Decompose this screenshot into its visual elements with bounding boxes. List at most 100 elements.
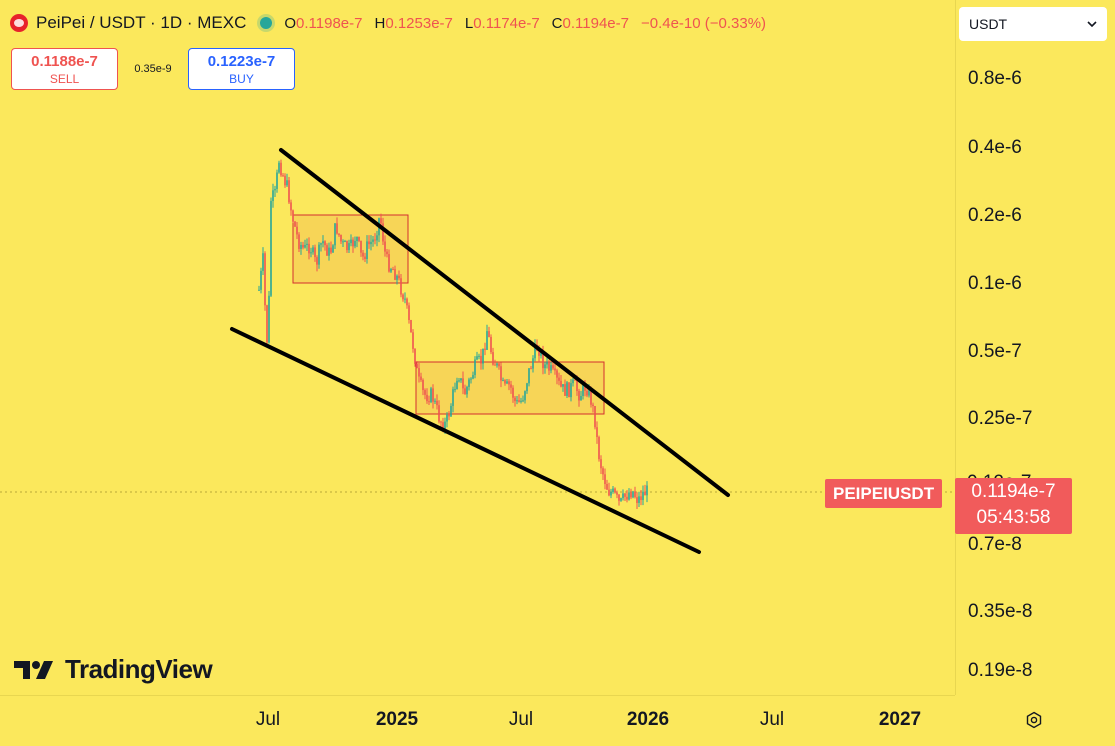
candle-body bbox=[440, 421, 442, 423]
candle-body bbox=[258, 289, 260, 291]
price-tick: 0.19e-8 bbox=[968, 660, 1033, 681]
candle-body bbox=[496, 363, 498, 366]
candle-body bbox=[270, 200, 272, 296]
candle-body bbox=[312, 247, 314, 253]
chart-area[interactable] bbox=[0, 0, 955, 695]
candle-body bbox=[570, 383, 572, 398]
candle-body bbox=[500, 366, 502, 381]
candle-body bbox=[308, 243, 310, 254]
candle-body bbox=[294, 221, 296, 227]
candle-body bbox=[320, 243, 322, 245]
tradingview-logo[interactable]: TradingView bbox=[14, 654, 213, 685]
candle-body bbox=[478, 355, 480, 357]
candle-body bbox=[580, 395, 582, 401]
candle-body bbox=[326, 245, 328, 256]
candle-body bbox=[462, 378, 464, 389]
candle-body bbox=[524, 391, 526, 401]
candle-body bbox=[466, 386, 468, 395]
bar-countdown: 05:43:58 bbox=[976, 507, 1051, 528]
candle-body bbox=[454, 389, 456, 391]
candle-body bbox=[328, 247, 330, 256]
candle-body bbox=[572, 379, 574, 384]
candle-body bbox=[444, 421, 446, 430]
candle-body bbox=[332, 245, 334, 253]
candle-body bbox=[302, 244, 304, 248]
time-tick: 2025 bbox=[375, 709, 419, 730]
candle-body bbox=[306, 243, 308, 245]
candle-body bbox=[262, 253, 264, 271]
price-tick: 0.7e-8 bbox=[968, 534, 1022, 555]
candle-body bbox=[640, 496, 642, 501]
time-axis[interactable]: Jul 2025 Jul 2026 Jul 2027 bbox=[0, 695, 955, 746]
low-label: L bbox=[464, 14, 474, 32]
candle-body bbox=[630, 492, 632, 498]
candle-body bbox=[560, 380, 562, 387]
candle-body bbox=[606, 484, 608, 490]
price-tick: 0.25e-7 bbox=[968, 408, 1033, 429]
candle-body bbox=[344, 241, 346, 243]
candle-body bbox=[348, 243, 350, 251]
candle-body bbox=[492, 352, 494, 365]
price-axis[interactable]: 0.8e-6 0.4e-6 0.2e-6 0.1e-6 0.5e-7 0.25e… bbox=[955, 0, 1115, 695]
sell-label: SELL bbox=[49, 71, 80, 86]
candle-body bbox=[506, 381, 508, 384]
candle-body bbox=[534, 344, 536, 359]
candle-body bbox=[438, 405, 440, 422]
candle-body bbox=[520, 400, 522, 402]
candle-body bbox=[324, 241, 326, 246]
candle-body bbox=[412, 332, 414, 349]
candle-body bbox=[584, 384, 586, 391]
sell-button[interactable]: 0.1188e-7 SELL bbox=[11, 48, 118, 90]
settings-gear-icon[interactable] bbox=[1025, 711, 1043, 729]
trendline bbox=[279, 148, 730, 497]
candle-body bbox=[532, 358, 534, 369]
symbol-header: PeiPei / USDT · 1D · MEXC O0.1198e-7 H0.… bbox=[10, 11, 766, 35]
candle-body bbox=[396, 275, 398, 280]
candle-body bbox=[574, 379, 576, 381]
symbol-title[interactable]: PeiPei / USDT · 1D · MEXC bbox=[36, 13, 247, 32]
candle-body bbox=[274, 188, 276, 191]
tradingview-wordmark: TradingView bbox=[65, 654, 213, 684]
candle-body bbox=[436, 400, 438, 406]
candle-body bbox=[334, 223, 336, 246]
candle-body bbox=[346, 241, 348, 251]
candle-body bbox=[434, 400, 436, 402]
candle-body bbox=[316, 257, 318, 265]
candle-body bbox=[628, 492, 630, 500]
candle-body bbox=[364, 256, 366, 259]
price-tick: 0.1e-6 bbox=[968, 273, 1022, 294]
candle-body bbox=[598, 437, 600, 460]
candle-body bbox=[310, 252, 312, 254]
candle-body bbox=[626, 496, 628, 500]
candle-body bbox=[342, 241, 344, 243]
price-chart[interactable] bbox=[0, 0, 955, 695]
candle-body bbox=[646, 485, 648, 496]
candle-body bbox=[550, 365, 552, 371]
candle-body bbox=[636, 497, 638, 503]
currency-select[interactable]: USDT bbox=[959, 7, 1107, 41]
candle-body bbox=[480, 355, 482, 364]
buy-button[interactable]: 0.1223e-7 BUY bbox=[188, 48, 295, 90]
candle-body bbox=[370, 241, 372, 245]
candle-body bbox=[366, 241, 368, 259]
candle-body bbox=[514, 397, 516, 402]
peipei-logo-icon bbox=[10, 14, 28, 32]
market-status-icon[interactable] bbox=[260, 17, 273, 29]
candle-body bbox=[286, 180, 288, 186]
candle-body bbox=[304, 244, 306, 248]
candle-body bbox=[474, 359, 476, 376]
candlestick-series bbox=[258, 159, 648, 510]
candle-body bbox=[362, 252, 364, 257]
candle-body bbox=[352, 239, 354, 247]
candle-body bbox=[400, 278, 402, 295]
candle-body bbox=[638, 496, 640, 503]
candle-body bbox=[464, 388, 466, 395]
high-value: 0.1253e-7 bbox=[385, 14, 453, 32]
candle-body bbox=[624, 493, 626, 497]
candle-body bbox=[494, 364, 496, 366]
candle-body bbox=[484, 348, 486, 350]
candle-body bbox=[372, 239, 374, 242]
candle-body bbox=[538, 350, 540, 356]
ohlc-values: O0.1198e-7 H0.1253e-7 L0.1174e-7 C0.1194… bbox=[284, 15, 766, 32]
time-tick: 2027 bbox=[878, 709, 922, 730]
